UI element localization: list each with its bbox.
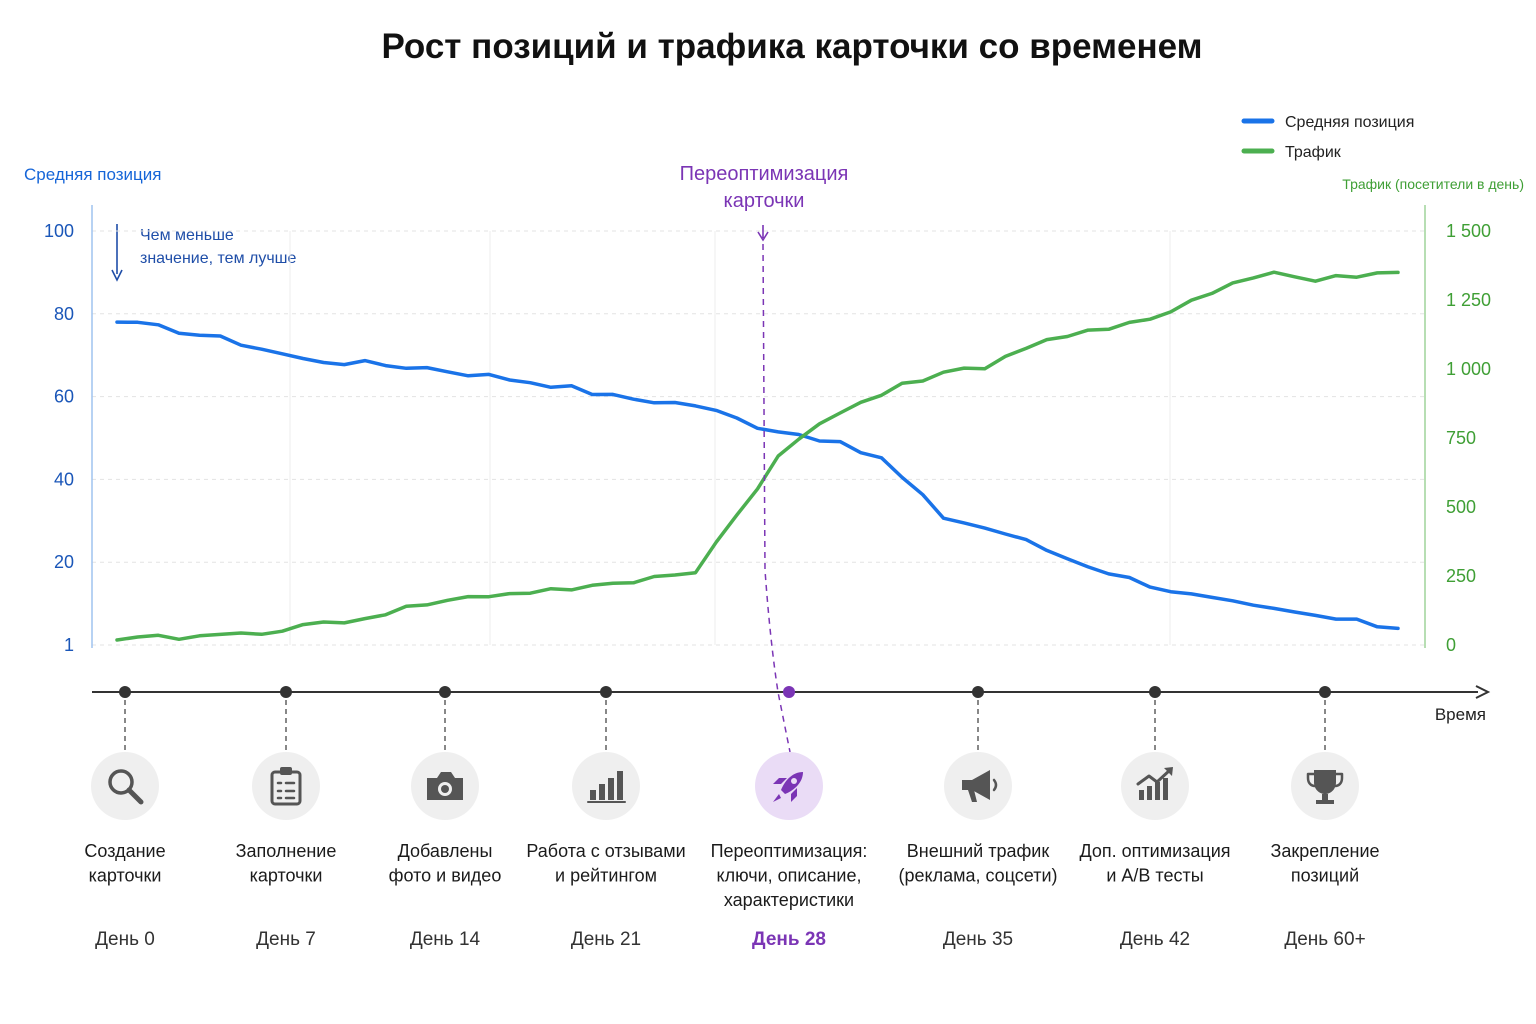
milestone-4: Переоптимизация: ключи, описание, характер… <box>711 686 868 950</box>
milestone-label-4-1: ключи, описание, <box>717 866 862 886</box>
milestone-label-3-1: и рейтингом <box>555 866 657 886</box>
milestone-label-1-1: карточки <box>250 866 323 886</box>
milestone-label-2-0: Добавлены <box>398 841 493 861</box>
lower-is-better-note: Чем меньше значение, тем лучше <box>111 224 297 282</box>
trophy-icon <box>1306 770 1344 804</box>
y-axis-title-right: Трафик (посетители в день) <box>1342 176 1524 192</box>
trend-up-icon <box>1136 767 1173 800</box>
milestone-icon-bg-3 <box>572 752 640 820</box>
legend: Средняя позиция Трафик <box>1241 114 1414 161</box>
milestone-5: Внешний трафик (реклама, соцсети) День 35 <box>898 686 1058 950</box>
milestone-label-0-0: Создание <box>84 841 165 861</box>
milestone-label-4-2: характеристики <box>724 890 854 910</box>
milestone-marker-6 <box>1149 686 1161 698</box>
y-tick-left-1: 20 <box>54 552 74 572</box>
milestone-2: Добавлены фото и видео День 14 <box>389 686 502 950</box>
series <box>115 270 1400 642</box>
chart-title: Рост позиций и трафика карточки со време… <box>381 27 1202 66</box>
note-arrow-head-icon <box>111 269 123 282</box>
milestone-day-2: День 14 <box>410 929 481 950</box>
milestone-7: Закрепление позиций День 60+ <box>1270 686 1380 950</box>
note-line2: значение, тем лучше <box>140 250 297 267</box>
x-axis-title: Время <box>1435 705 1486 724</box>
y-tick-left-0: 1 <box>64 635 74 655</box>
milestone-label-4-0: Переоптимизация: <box>711 841 868 861</box>
milestone-marker-2 <box>439 686 451 698</box>
milestone-marker-5 <box>972 686 984 698</box>
milestone-day-4: День 28 <box>752 929 826 950</box>
milestone-1: Заполнение карточки День 7 <box>236 686 337 950</box>
milestone-label-7-0: Закрепление <box>1270 841 1379 861</box>
legend-label-traffic: Трафик <box>1285 144 1342 161</box>
milestone-marker-0 <box>119 686 131 698</box>
milestone-icon-bg-0 <box>91 752 159 820</box>
milestone-marker-3 <box>600 686 612 698</box>
milestone-0: Создание карточки День 0 <box>84 686 166 950</box>
camera-icon <box>427 772 463 800</box>
milestone-label-2-1: фото и видео <box>389 866 502 886</box>
y-tick-right-2: 500 <box>1446 497 1476 517</box>
milestone-6: Доп. оптимизация и А/В тесты День 42 <box>1079 686 1231 950</box>
annotation-label-line1: Переоптимизация <box>680 163 849 185</box>
y-tick-right-0: 0 <box>1446 635 1456 655</box>
milestone-label-0-1: карточки <box>89 866 162 886</box>
milestone-day-5: День 35 <box>943 929 1013 950</box>
milestone-day-6: День 42 <box>1120 929 1190 950</box>
series-line-traffic <box>115 270 1400 642</box>
milestone-label-6-1: и А/В тесты <box>1106 866 1203 886</box>
y-tick-right-6: 1 500 <box>1446 221 1491 241</box>
milestone-label-5-0: Внешний трафик <box>907 841 1050 861</box>
y-tick-right-5: 1 250 <box>1446 290 1491 310</box>
milestone-day-0: День 0 <box>95 929 155 950</box>
milestone-3: Работа с отзывами и рейтингом День 21 <box>526 686 686 950</box>
timeline-arrow-icon <box>1475 685 1491 699</box>
series-line-position <box>115 320 1400 631</box>
milestones: Создание карточки День 0 Заполнение карточки… <box>84 686 1380 950</box>
bar-chart-icon <box>587 771 626 803</box>
clipboard-icon <box>270 767 302 806</box>
milestone-icon-bg-1 <box>252 752 320 820</box>
annotation <box>757 225 791 753</box>
grid <box>92 230 1425 646</box>
y-tick-right-1: 250 <box>1446 566 1476 586</box>
rocket-icon <box>773 772 803 802</box>
milestone-label-6-0: Доп. оптимизация <box>1079 841 1230 861</box>
legend-label-position: Средняя позиция <box>1285 114 1414 131</box>
milestone-label-7-1: позиций <box>1291 866 1359 886</box>
milestone-label-3-0: Работа с отзывами <box>526 841 685 861</box>
y-axis-title-left: Средняя позиция <box>24 165 161 184</box>
search-icon <box>108 769 144 805</box>
note-line1: Чем меньше <box>140 227 234 244</box>
y-tick-left-2: 40 <box>54 469 74 489</box>
annotation-label-line2: карточки <box>724 190 805 212</box>
milestone-day-1: День 7 <box>256 929 316 950</box>
annotation-line <box>762 243 791 753</box>
milestone-marker-1 <box>280 686 292 698</box>
y-tick-left-4: 80 <box>54 304 74 324</box>
megaphone-icon <box>962 770 998 802</box>
y-tick-left-3: 60 <box>54 387 74 407</box>
milestone-day-3: День 21 <box>571 929 641 950</box>
y-tick-right-3: 750 <box>1446 428 1476 448</box>
milestone-marker-7 <box>1319 686 1331 698</box>
annotation-arrow-icon <box>757 225 769 242</box>
milestone-marker-4 <box>783 686 795 698</box>
milestone-label-5-1: (реклама, соцсети) <box>898 866 1057 886</box>
y-tick-right-4: 1 000 <box>1446 359 1491 379</box>
y-tick-left-5: 100 <box>44 221 74 241</box>
milestone-label-1-0: Заполнение <box>236 841 337 861</box>
milestone-day-7: День 60+ <box>1284 929 1365 950</box>
